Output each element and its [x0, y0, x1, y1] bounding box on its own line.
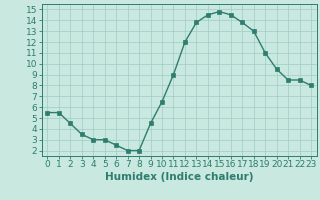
X-axis label: Humidex (Indice chaleur): Humidex (Indice chaleur) — [105, 172, 253, 182]
